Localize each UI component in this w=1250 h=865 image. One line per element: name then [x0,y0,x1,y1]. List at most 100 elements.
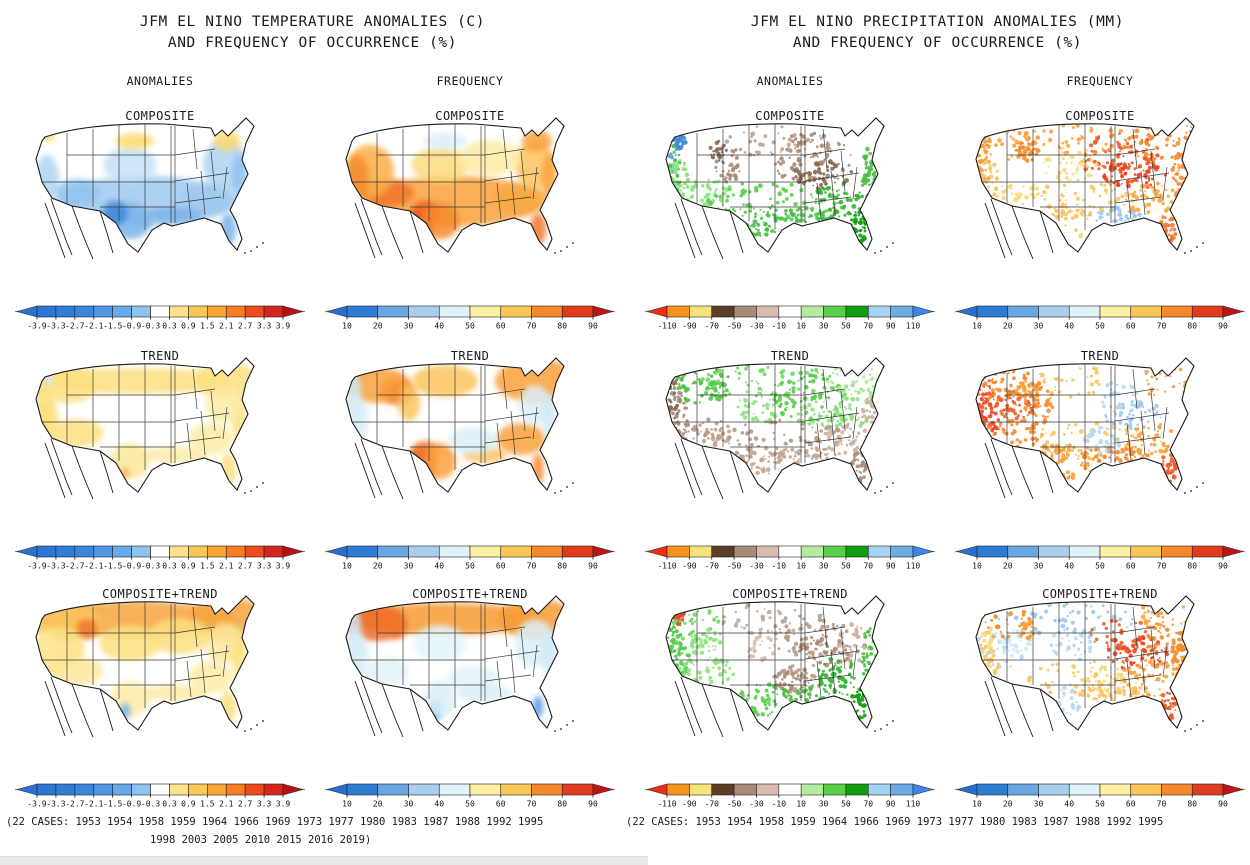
colorbar-tick-label: 2.7 [238,562,253,571]
us-outline [975,595,1195,731]
map-temp-freq-trend: TREND [325,343,615,535]
mexico-outline [409,210,424,254]
florida-keys-dots [1184,252,1186,254]
map-precip-anom-trend: TREND [645,343,935,535]
mexico-outline [354,202,376,259]
map-title-precip-anom-trend: TREND [770,349,810,363]
colorbar-segment [1068,783,1101,796]
map-temp-anom-composite-trend: COMPOSITE+TREND [15,581,305,773]
colorbar-segment [1161,305,1193,318]
colorbar-tick-label: -2.7 [65,562,84,571]
map-canvas-temp-anom-composite-trend [35,595,264,738]
colorbar-temp_anom-row1-col0: -3.9 -3.3 -2.7 -2.1 -1.5 -0.9 -0.3 0.3 0.9 1.5 2.1… [15,543,305,573]
colorbar-left-arrow [326,305,348,318]
colorbar-tick-label: 10 [972,562,982,571]
colorbar-segment [93,783,113,796]
colorbar-segment [93,305,113,318]
florida-keys-dots [886,724,888,726]
colorbar-segment [346,305,379,318]
colorbar-segment [733,783,757,796]
colorbar-left-arrow [956,305,978,318]
colorbar-precip_anom-row2-col2: -110 -90 -70 -50 -30 -10 10 30 50 70 90 110 [645,781,935,811]
colorbar-segment [188,783,208,796]
us-outline [35,357,255,493]
colorbar-tick-label: -10 [772,800,787,809]
colorbar-tick-label: -10 [772,322,787,331]
colorbar-segment [469,783,502,796]
colorbar-segment [244,783,265,796]
mexico-outline [990,438,1013,496]
colorbar-segment [112,305,132,318]
colorbar-tick-label: 3.3 [257,322,272,331]
colorbar-segment [733,305,757,318]
colorbar-tick-label: -1.5 [103,562,122,571]
colorbar-right-arrow [912,545,934,558]
colorbar-tick-label: -3.9 [27,562,46,571]
colorbar-tick-label: 10 [342,562,352,571]
colorbar-segment [976,305,1009,318]
colorbar-segment [207,783,227,796]
colorbar-tick-label: -50 [727,322,742,331]
map-canvas-precip-freq-trend [975,357,1204,500]
colorbar-segment [74,783,95,796]
colorbar-segment [346,545,379,558]
mexico-outline [99,210,114,254]
colorbar-segment [438,545,471,558]
colorbar-tick-label: 40 [434,562,444,571]
colorbar-segment [756,305,780,318]
florida-keys-dots [886,246,888,248]
colorbar-segment [263,545,284,558]
mexico-outline [1011,205,1034,260]
colorbar-tick-label: 50 [1095,562,1105,571]
colorbar-left-arrow [646,305,668,318]
mexico-outline [701,205,724,260]
colorbar-tick-label: 50 [1095,800,1105,809]
colorbar-tick-label: 40 [1064,322,1074,331]
state-borders [982,602,1170,708]
precip-anomalies-column-header: ANOMALIES [756,74,824,88]
mexico-outline [680,198,703,256]
florida-keys-dots [244,730,246,732]
mexico-outline [44,442,66,499]
colorbar-tick-label: -0.9 [122,800,141,809]
state-borders [42,124,230,230]
florida-keys-dots [1184,492,1186,494]
map-precip-anom-composite-trend: COMPOSITE+TREND [645,581,935,773]
colorbar-tick-label: -0.9 [122,562,141,571]
colorbar-segment [976,783,1009,796]
colorbar-segment [207,305,227,318]
colorbar-segment [689,783,713,796]
colorbar-tick-label: -70 [705,800,720,809]
colorbar-tick-label: -50 [727,562,742,571]
map-canvas-temp-freq-trend [345,357,574,500]
colorbar-right-arrow [592,545,614,558]
colorbar-segment [845,545,869,558]
florida-keys-dots [244,252,246,254]
florida-keys-dots [262,242,264,244]
colorbar-temp_anom-row2-col0: -3.9 -3.3 -2.7 -2.1 -1.5 -0.9 -0.3 0.3 0.9 1.5 2.1… [15,781,305,811]
mexico-outline [99,688,114,732]
colorbar-left-arrow [16,305,38,318]
colorbar-tick-label: 10 [796,322,806,331]
colorbar-tick-label: 0.3 [162,800,177,809]
map-temp-freq-composite-trend: COMPOSITE+TREND [325,581,615,773]
colorbar-segment [169,545,189,558]
florida-keys-dots [1202,720,1204,722]
colorbar-tick-label: 90 [588,800,598,809]
precipitation-title-line1: JFM EL NINO PRECIPITATION ANOMALIES (MM) [750,14,1125,30]
colorbar-right-arrow [282,305,304,318]
map-title-temp-freq-composite-trend: COMPOSITE+TREND [412,587,528,601]
colorbar-segment [112,783,132,796]
colorbar-tick-label: 10 [972,800,982,809]
temperature-title-line1: JFM EL NINO TEMPERATURE ANOMALIES (C) [139,14,486,30]
colorbar-segment [36,305,57,318]
colorbar-segment [711,305,735,318]
map-temp-anom-composite: COMPOSITE [15,103,305,295]
colorbar-tick-label: 20 [1003,800,1013,809]
colorbar-tick-label: -2.7 [65,800,84,809]
colorbar-segment [438,305,471,318]
horizontal-scrollbar[interactable] [0,856,648,865]
colorbar-tick-label: 40 [1064,562,1074,571]
colorbar-tick-label: 80 [1187,562,1197,571]
colorbar-tick-label: 30 [819,800,829,809]
